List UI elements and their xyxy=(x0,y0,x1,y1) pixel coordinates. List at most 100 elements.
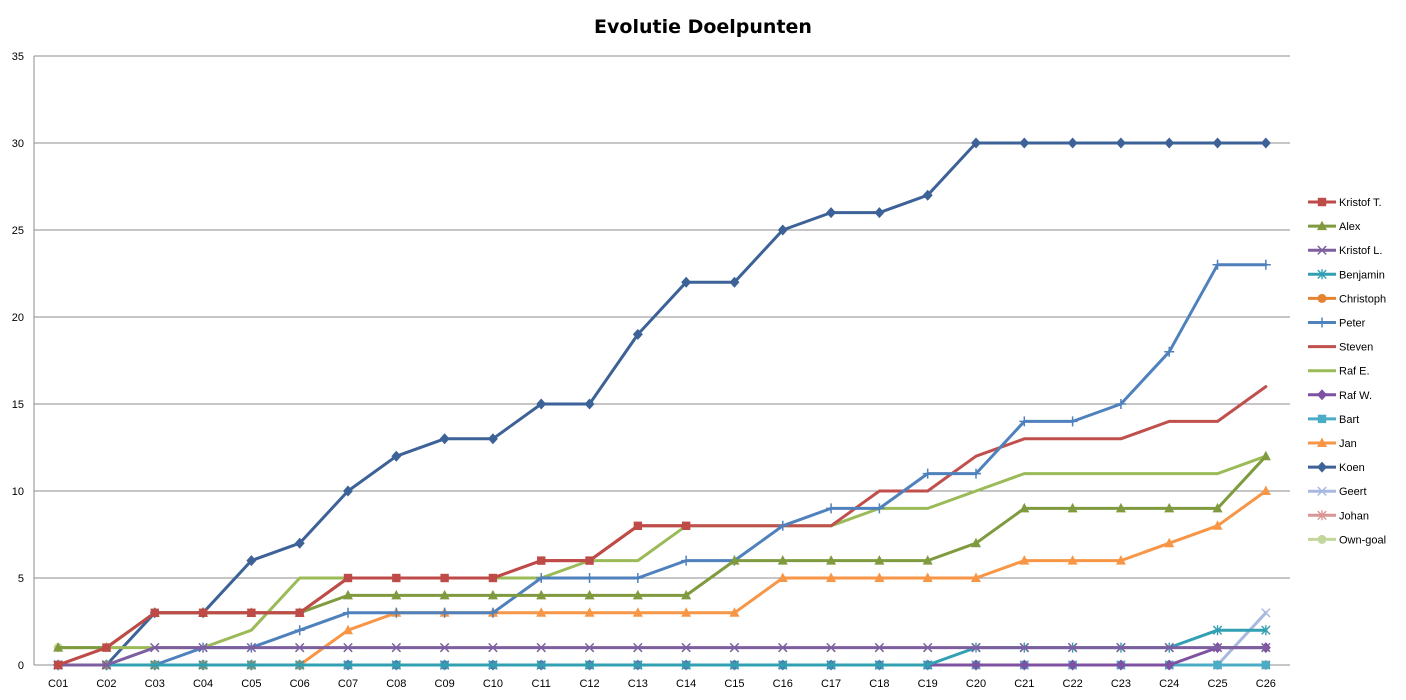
data-point xyxy=(246,555,257,567)
data-point xyxy=(922,660,933,670)
x-axis-ticks: C01 C02 C03 C04 C05 C06 C07 C08 C09 C10 C11 C12 C13 C… xyxy=(48,678,1276,690)
data-point xyxy=(487,607,498,618)
legend-item-raf-w: Raf W. xyxy=(1308,389,1372,402)
data-point xyxy=(826,555,837,565)
data-point xyxy=(922,642,933,653)
data-point xyxy=(1115,502,1126,513)
chart-title: Evolutie Doelpunten xyxy=(594,16,812,38)
data-point xyxy=(1019,502,1030,513)
series-line-raf-e xyxy=(56,454,1268,650)
data-point xyxy=(1260,450,1271,461)
x-tick-label: C23 xyxy=(1111,678,1131,690)
data-point xyxy=(585,556,594,565)
y-tick-label: 15 xyxy=(12,399,24,411)
data-point xyxy=(487,589,498,600)
data-point xyxy=(1212,642,1223,653)
x-tick-label: C04 xyxy=(193,678,213,690)
legend-item-geert: Geert xyxy=(1308,486,1367,498)
data-point xyxy=(439,660,450,670)
legend-label: Kristof L. xyxy=(1339,245,1382,257)
data-point xyxy=(102,643,111,652)
legend-marker xyxy=(1317,269,1327,280)
data-point xyxy=(729,660,740,670)
x-tick-label: C12 xyxy=(579,678,599,690)
x-tick-label: C19 xyxy=(918,678,938,690)
data-point xyxy=(343,573,353,583)
data-point xyxy=(101,660,112,670)
data-point xyxy=(391,450,402,462)
data-point xyxy=(874,642,885,653)
data-point xyxy=(343,607,353,618)
data-point xyxy=(488,660,498,670)
series-geert xyxy=(53,608,1271,670)
x-tick-label: C07 xyxy=(338,678,358,690)
legend-item-steven: Steven xyxy=(1308,342,1373,354)
data-point xyxy=(1212,259,1223,270)
x-tick-label: C09 xyxy=(435,678,455,690)
series-line-raf-w xyxy=(56,646,1268,667)
data-point xyxy=(874,572,885,582)
series-line-peter xyxy=(56,263,1268,667)
data-point xyxy=(1067,642,1078,653)
data-point xyxy=(488,642,498,653)
y-tick-label: 10 xyxy=(12,486,24,498)
data-point xyxy=(1212,137,1223,149)
data-point xyxy=(246,642,257,653)
data-point xyxy=(633,660,643,670)
data-point xyxy=(633,642,643,653)
data-point xyxy=(681,660,691,670)
data-point xyxy=(1019,416,1030,427)
legend-item-peter: Peter xyxy=(1308,317,1366,330)
data-point xyxy=(1260,259,1271,270)
data-point xyxy=(874,207,885,219)
x-tick-label: C24 xyxy=(1159,678,1179,690)
legend-label: Bart xyxy=(1339,414,1359,426)
x-tick-label: C10 xyxy=(483,678,503,690)
legend-marker xyxy=(1317,220,1327,231)
data-point xyxy=(1115,555,1126,565)
data-point xyxy=(294,537,305,549)
legend-marker xyxy=(1317,317,1327,328)
data-point xyxy=(198,660,208,670)
data-point xyxy=(1212,502,1223,513)
data-point xyxy=(681,642,691,653)
data-point xyxy=(1019,137,1030,149)
data-point xyxy=(295,608,304,617)
data-point xyxy=(1260,485,1271,495)
y-tick-label: 5 xyxy=(18,573,24,585)
data-point xyxy=(826,660,836,670)
data-point xyxy=(971,537,981,548)
data-point xyxy=(1260,137,1271,149)
legend-label: Benjamin xyxy=(1339,269,1385,281)
data-point xyxy=(439,607,450,618)
data-point xyxy=(681,589,692,600)
data-point xyxy=(632,607,643,617)
legend-item-johan: Johan xyxy=(1308,510,1369,522)
data-point xyxy=(729,276,740,288)
data-point xyxy=(729,642,740,653)
data-point xyxy=(343,660,353,670)
data-point xyxy=(584,607,595,617)
data-point xyxy=(1116,642,1126,653)
data-point xyxy=(1164,502,1175,513)
series-line-koen xyxy=(56,141,1268,667)
data-point xyxy=(391,589,402,600)
y-tick-label: 25 xyxy=(12,225,24,237)
data-point xyxy=(778,642,788,653)
legend-label: Own-goal xyxy=(1339,534,1386,546)
legend-label: Alex xyxy=(1339,221,1361,233)
data-point xyxy=(632,328,643,340)
data-point xyxy=(971,642,981,653)
data-point xyxy=(1164,137,1175,149)
data-point xyxy=(536,589,547,600)
data-point xyxy=(777,572,788,582)
x-tick-label: C03 xyxy=(145,678,165,690)
data-point xyxy=(1067,555,1078,565)
data-point xyxy=(922,468,933,479)
data-point xyxy=(150,608,159,617)
y-tick-label: 30 xyxy=(12,138,24,150)
data-point xyxy=(536,607,547,617)
data-point xyxy=(537,556,546,565)
data-point xyxy=(247,608,256,617)
data-point xyxy=(1164,346,1175,357)
